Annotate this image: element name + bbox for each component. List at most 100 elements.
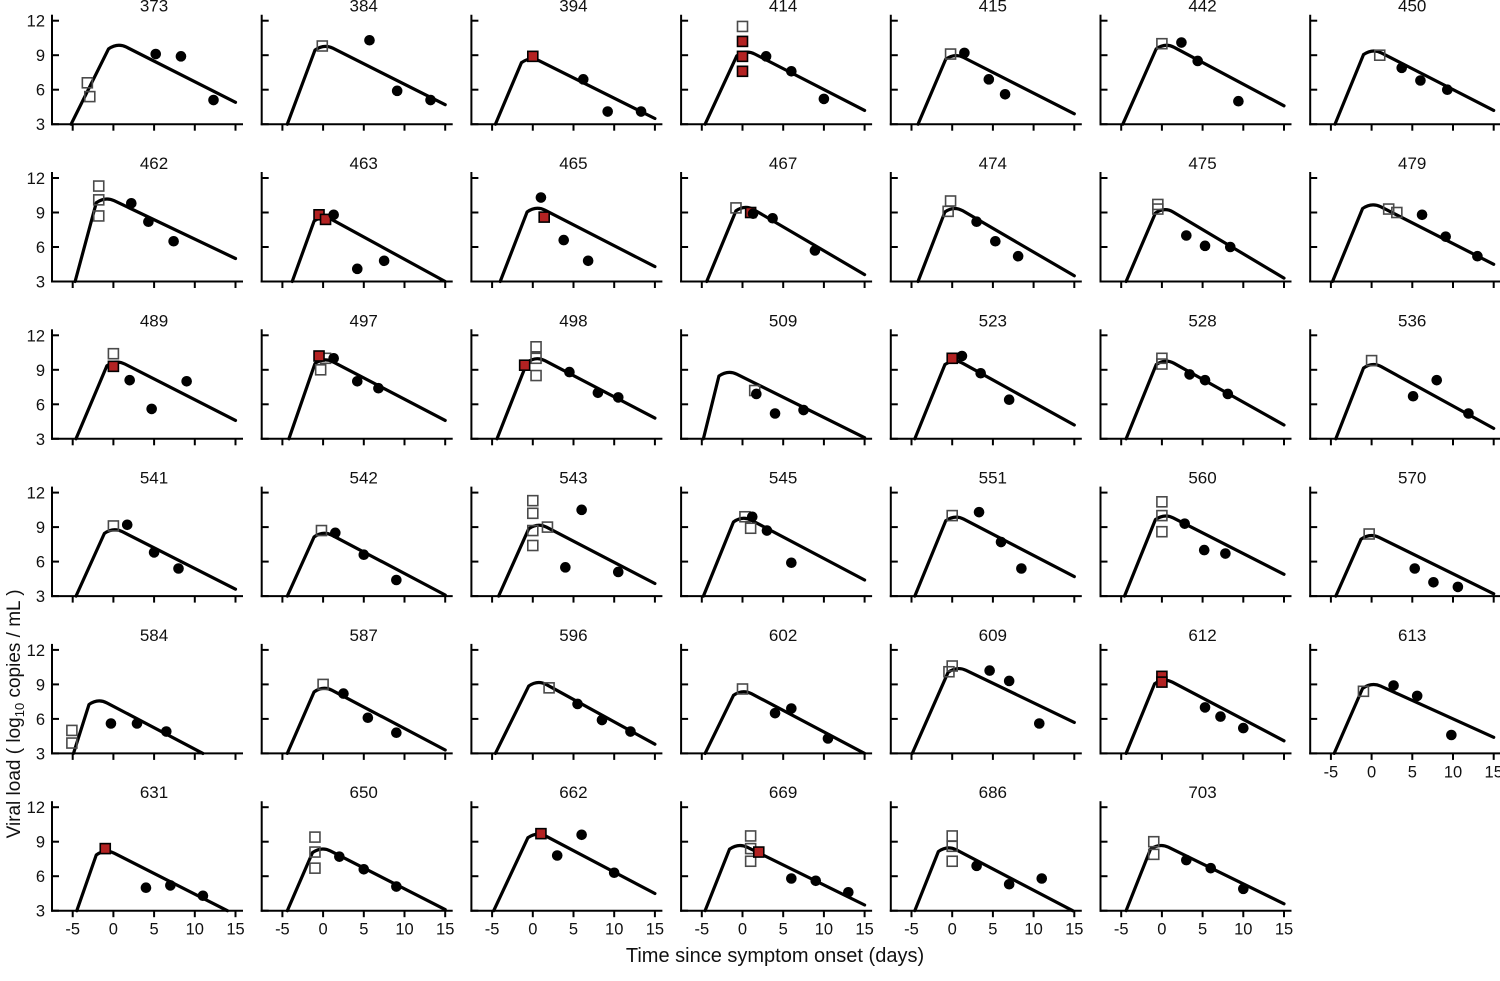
fitted-curve — [703, 50, 867, 126]
y-axis-label-subscript: 10 — [11, 702, 27, 718]
data-point-dot — [1003, 394, 1015, 406]
x-tick-label: -5 — [694, 921, 709, 939]
fitted-curve — [1330, 203, 1496, 284]
panel-title: 570 — [1398, 469, 1426, 488]
panel-title: 509 — [769, 311, 797, 330]
data-point-dot — [747, 208, 759, 219]
panel-title: 536 — [1398, 311, 1426, 330]
data-point-dot — [1442, 84, 1453, 95]
fitted-curve — [913, 515, 1076, 598]
data-point-dot — [124, 374, 135, 386]
data-point-dot — [564, 366, 575, 378]
panel-title: 523 — [979, 311, 1007, 330]
data-point-open-square — [107, 520, 120, 532]
data-point-dot — [168, 235, 179, 247]
data-point-open-square — [942, 205, 954, 218]
panel-489: 489 12 9 6 3 — [27, 311, 243, 449]
panel-373: 373 12 9 6 3 — [27, 0, 243, 134]
fitted-curve — [1124, 843, 1286, 913]
data-point-dot — [425, 94, 436, 106]
data-point-open-square — [946, 830, 959, 842]
data-point-red-square — [99, 842, 112, 855]
x-tick-label: 10 — [605, 921, 623, 939]
x-tick-label: 0 — [109, 921, 118, 939]
data-point-red-square — [319, 213, 332, 226]
y-tick-label: 6 — [36, 711, 45, 729]
data-point-dot — [1036, 873, 1048, 884]
panel-title: 450 — [1398, 0, 1426, 16]
data-point-dot — [990, 235, 1001, 247]
data-point-dot — [165, 880, 176, 891]
panel-584: 584 12 9 6 3 — [27, 626, 243, 763]
fitted-curve — [1334, 533, 1496, 598]
x-tick-label: -5 — [1324, 763, 1339, 781]
data-point-dot — [328, 209, 339, 221]
data-point-dot — [391, 727, 402, 738]
fitted-curve — [1333, 49, 1496, 126]
fitted-curve — [73, 197, 238, 284]
data-point-red-square — [1156, 676, 1168, 688]
y-tick-label: 12 — [27, 485, 45, 503]
data-point-dot — [973, 506, 985, 518]
panel-536: 536 — [1309, 311, 1500, 446]
data-point-dot — [560, 562, 571, 573]
data-point-red-square — [736, 35, 749, 48]
data-point-open-square — [66, 737, 78, 749]
x-tick-label: 15 — [226, 921, 244, 939]
panel-title: 467 — [769, 154, 797, 173]
y-tick-label: 12 — [27, 327, 45, 345]
data-point-dot — [148, 547, 160, 558]
panel-title: 613 — [1398, 626, 1426, 645]
data-point-dot — [635, 106, 647, 117]
panel-title: 489 — [140, 311, 168, 330]
panel-title: 587 — [350, 626, 378, 645]
data-point-open-square — [309, 831, 321, 843]
data-point-open-square — [316, 40, 329, 52]
panel-title: 542 — [350, 469, 378, 488]
data-point-dot — [1407, 390, 1419, 402]
fitted-curve — [1332, 682, 1496, 755]
x-tick-label: 5 — [150, 921, 159, 939]
panel-570: 570 — [1309, 469, 1500, 603]
data-point-dot — [818, 93, 830, 105]
x-tick-label: 0 — [1367, 763, 1376, 781]
data-point-open-square — [541, 521, 554, 533]
y-tick-label: 6 — [36, 239, 45, 257]
data-point-red-square — [518, 359, 531, 372]
panel-465: 465 — [470, 154, 663, 288]
data-point-dot — [391, 574, 402, 586]
panel-title: 474 — [979, 154, 1007, 173]
data-point-dot — [330, 527, 341, 539]
data-point-dot — [1192, 55, 1204, 67]
data-point-dot — [983, 74, 995, 85]
data-point-dot — [1003, 675, 1015, 687]
data-point-open-square — [736, 20, 749, 33]
data-point-open-square — [1382, 203, 1395, 215]
panel-450: 450 — [1309, 0, 1500, 131]
panel-686: 686 -5 0 5 10 15 — [889, 783, 1083, 939]
data-point-dot — [1238, 883, 1249, 895]
data-point-dot — [767, 212, 778, 224]
data-point-dot — [786, 703, 797, 714]
data-point-dot — [173, 563, 184, 574]
x-tick-label: 10 — [395, 921, 413, 939]
data-point-open-square — [946, 509, 959, 522]
fitted-curve — [285, 44, 447, 126]
panel-498: 498 — [470, 311, 663, 446]
data-point-red-square — [535, 827, 547, 840]
panel-title: 551 — [979, 469, 1007, 488]
data-point-open-square — [1156, 37, 1168, 50]
data-point-dot — [1440, 231, 1451, 242]
data-point-red-square — [526, 50, 539, 63]
fitted-curve — [913, 846, 1075, 913]
data-point-dot — [1033, 718, 1045, 729]
panel-title: 528 — [1188, 311, 1216, 330]
data-point-dot — [1224, 241, 1236, 253]
panel-509: 509 — [680, 311, 873, 446]
data-point-open-square — [736, 683, 749, 695]
data-point-dot — [576, 829, 587, 841]
panel-541: 541 12 9 6 3 — [27, 469, 243, 606]
panel-414: 414 — [680, 0, 873, 131]
panel-title: 479 — [1398, 154, 1426, 173]
data-point-dot — [1428, 577, 1439, 588]
